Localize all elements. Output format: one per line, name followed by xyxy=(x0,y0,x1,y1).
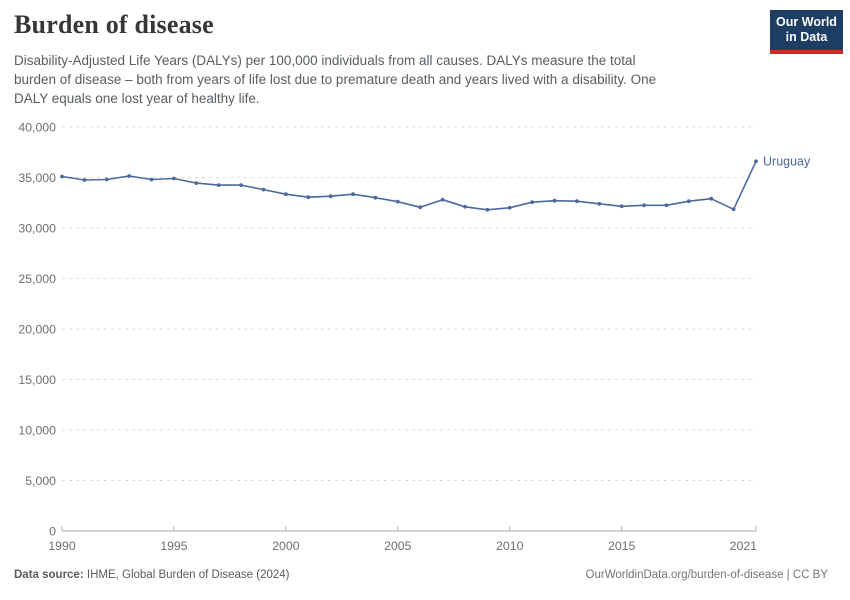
y-axis-tick-label: 25,000 xyxy=(18,272,56,286)
data-point[interactable] xyxy=(418,205,423,210)
data-point[interactable] xyxy=(216,183,221,188)
y-axis-tick-label: 30,000 xyxy=(18,221,56,235)
data-point[interactable] xyxy=(306,195,311,200)
y-axis-tick-label: 10,000 xyxy=(18,423,56,437)
data-point[interactable] xyxy=(440,197,445,202)
data-point[interactable] xyxy=(709,196,714,201)
data-point[interactable] xyxy=(172,176,176,181)
data-point[interactable] xyxy=(619,204,624,209)
data-point[interactable] xyxy=(664,203,669,208)
y-axis-tick-label: 15,000 xyxy=(18,373,56,387)
data-point[interactable] xyxy=(597,201,602,206)
series-line-uruguay[interactable] xyxy=(61,160,757,211)
data-point[interactable] xyxy=(552,198,557,203)
data-point[interactable] xyxy=(485,207,490,212)
y-axis-tick-label: 40,000 xyxy=(18,120,56,134)
x-axis-tick-label: 2021 xyxy=(730,539,758,553)
data-source-text: IHME, Global Burden of Disease (2024) xyxy=(86,569,290,581)
data-point[interactable] xyxy=(104,177,109,182)
data-point[interactable] xyxy=(575,199,579,204)
data-point[interactable] xyxy=(530,200,534,205)
owid-logo-line2: in Data xyxy=(785,30,828,44)
data-point[interactable] xyxy=(194,181,199,186)
owid-logo[interactable]: Our World in Data xyxy=(770,10,843,54)
data-point[interactable] xyxy=(351,192,355,197)
data-point[interactable] xyxy=(239,183,244,188)
data-point[interactable] xyxy=(284,192,288,197)
data-point[interactable] xyxy=(686,199,691,204)
data-source-label: Data source: xyxy=(14,569,84,581)
data-point[interactable] xyxy=(373,195,378,200)
y-axis-tick-label: 0 xyxy=(49,524,56,538)
data-point[interactable] xyxy=(507,205,512,210)
page-title: Burden of disease xyxy=(14,10,214,39)
x-axis-tick-label: 1995 xyxy=(160,539,188,553)
x-axis-tick-label: 2010 xyxy=(496,539,524,553)
x-axis-tick-label: 2015 xyxy=(608,539,636,553)
data-point[interactable] xyxy=(60,174,64,179)
data-source: Data source: IHME, Global Burden of Dise… xyxy=(14,569,290,581)
y-axis-tick-label: 20,000 xyxy=(18,322,56,336)
data-point[interactable] xyxy=(328,194,333,199)
data-point[interactable] xyxy=(149,177,154,182)
data-point[interactable] xyxy=(463,204,467,209)
footer-citation-link[interactable]: OurWorldinData.org/burden-of-disease | C… xyxy=(585,569,828,581)
x-axis-tick-label: 1990 xyxy=(48,539,76,553)
series-label-uruguay[interactable]: Uruguay xyxy=(763,155,811,169)
x-axis-tick-label: 2005 xyxy=(384,539,412,553)
data-point[interactable] xyxy=(82,178,87,182)
owid-logo-line1: Our World xyxy=(776,15,837,29)
y-axis-tick-label: 35,000 xyxy=(18,171,56,185)
y-axis-tick-label: 5,000 xyxy=(25,474,56,488)
chart-subtitle: Disability-Adjusted Life Years (DALYs) p… xyxy=(14,53,657,106)
data-point[interactable] xyxy=(754,159,758,164)
data-point[interactable] xyxy=(127,174,132,178)
data-point[interactable] xyxy=(261,187,266,192)
data-point[interactable] xyxy=(731,207,736,212)
x-axis-tick-label: 2000 xyxy=(272,539,300,553)
data-point[interactable] xyxy=(642,203,646,208)
data-point[interactable] xyxy=(395,199,400,204)
